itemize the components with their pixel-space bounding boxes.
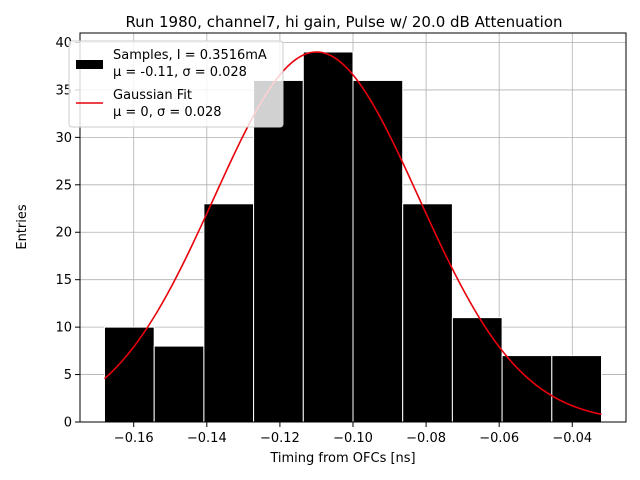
x-tick-label: −0.12 <box>260 431 300 446</box>
y-axis-label: Entries <box>15 204 30 250</box>
legend-samples-line2: μ = -0.11, σ = 0.028 <box>113 65 247 80</box>
histogram-bar <box>253 79 304 423</box>
histogram-bar <box>153 345 205 423</box>
y-tick-label: 30 <box>55 131 72 146</box>
x-axis-label: Timing from OFCs [ns] <box>269 451 415 466</box>
histogram-bar <box>402 203 453 423</box>
legend-samples-line1: Samples, I = 0.3516mA <box>113 48 267 63</box>
x-tick-label: −0.08 <box>406 431 446 446</box>
x-tick-label: −0.10 <box>333 431 373 446</box>
histogram-bar <box>501 355 553 423</box>
histogram-bar <box>203 203 255 423</box>
y-tick-label: 35 <box>55 83 72 98</box>
x-tick-label: −0.16 <box>114 431 154 446</box>
chart-title: Run 1980, channel7, hi gain, Pulse w/ 20… <box>125 13 562 31</box>
legend-fit-line1: Gaussian Fit <box>113 88 192 103</box>
y-tick-label: 20 <box>55 226 72 241</box>
y-tick-label: 0 <box>64 416 72 431</box>
legend-box <box>68 40 284 128</box>
histogram-bar <box>352 79 404 423</box>
histogram-bars <box>103 51 603 423</box>
histogram-bar <box>451 317 503 423</box>
x-axis-ticks: −0.16 −0.14 −0.12 −0.10 −0.08 −0.06 −0.04 <box>114 422 592 446</box>
histogram-bar <box>302 51 354 423</box>
y-tick-label: 25 <box>55 178 72 193</box>
legend-swatch-samples <box>76 60 103 69</box>
x-tick-label: −0.06 <box>479 431 519 446</box>
y-tick-label: 5 <box>64 368 72 383</box>
histogram-bar <box>551 355 603 423</box>
legend-fit-line2: μ = 0, σ = 0.028 <box>113 105 222 120</box>
y-tick-label: 10 <box>55 321 72 336</box>
gaussian-fit-curve <box>103 51 602 416</box>
x-tick-label: −0.04 <box>552 431 592 446</box>
y-tick-label: 40 <box>55 36 72 51</box>
histogram-bar <box>103 326 155 423</box>
x-tick-label: −0.14 <box>187 431 227 446</box>
y-axis-ticks: 0 5 10 15 20 25 30 35 40 <box>55 36 80 431</box>
legend: Samples, I = 0.3516mA μ = -0.11, σ = 0.0… <box>68 40 284 128</box>
y-tick-label: 15 <box>55 273 72 288</box>
